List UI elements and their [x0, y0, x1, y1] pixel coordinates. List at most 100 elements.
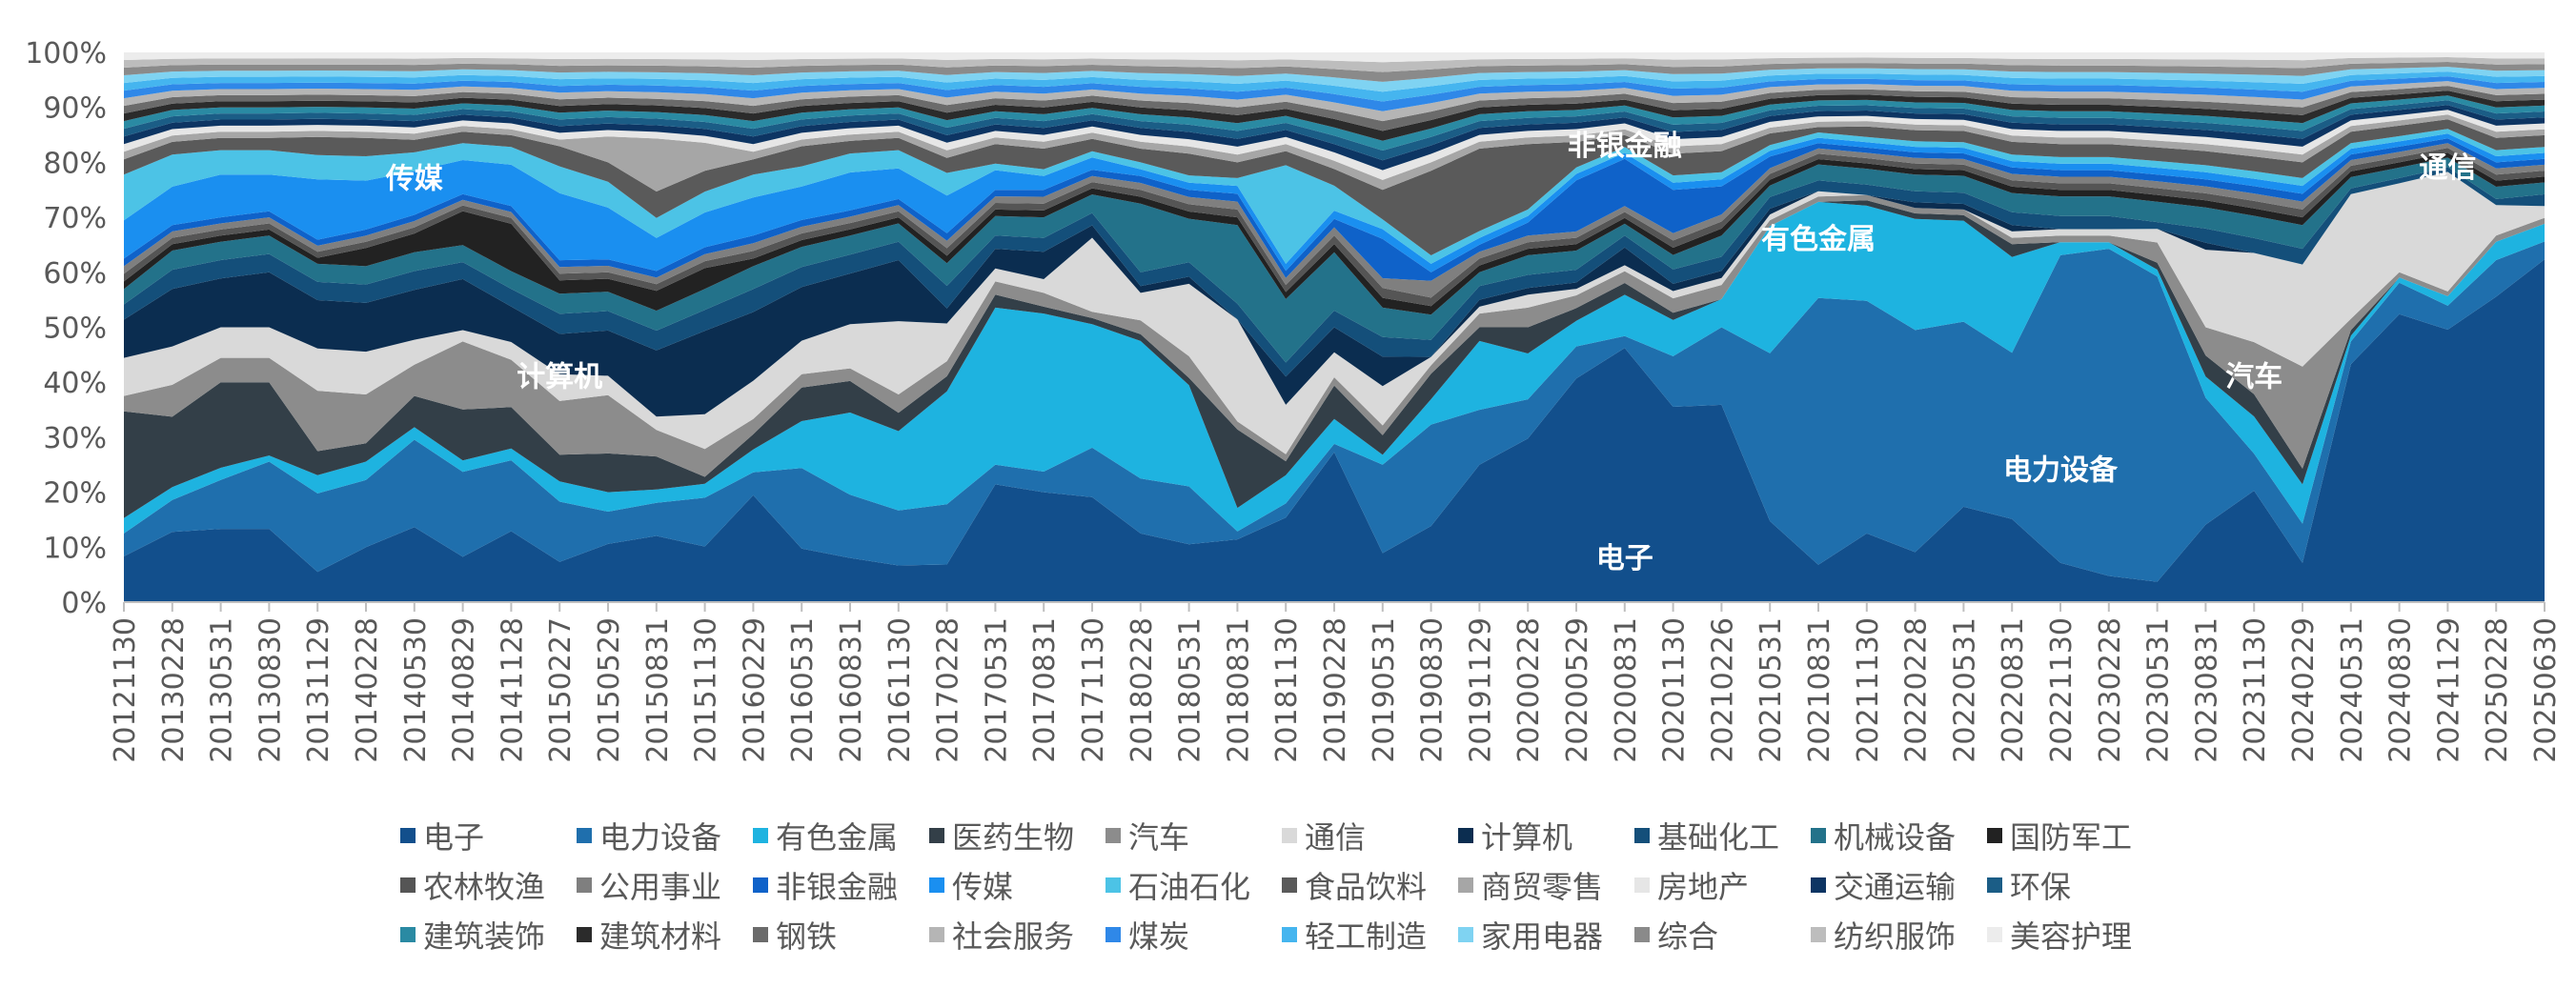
legend-item: 非银金融	[753, 867, 929, 905]
area-series-1	[124, 241, 2545, 582]
legend-label: 纺织服饰	[1834, 918, 1957, 955]
x-tick-label: 20160531	[786, 617, 820, 763]
legend-item: 公用事业	[577, 867, 753, 905]
legend-swatch	[577, 877, 592, 893]
legend-label: 家用电器	[1481, 918, 1604, 955]
area-series-26	[124, 67, 2545, 92]
legend-swatch	[1282, 877, 1297, 893]
legend-item: 医药生物	[929, 817, 1105, 856]
legend-swatch	[929, 828, 944, 843]
legend-swatch	[753, 828, 768, 843]
legend-item: 电力设备	[577, 817, 753, 856]
legend-item: 传媒	[929, 867, 1105, 905]
legend-label: 公用事业	[599, 869, 722, 905]
x-tick-label: 20140530	[399, 617, 433, 763]
legend-swatch	[1987, 927, 2002, 942]
area-series-28	[124, 57, 2545, 72]
legend-swatch	[1282, 927, 1297, 942]
axes-group: 0% 10% 20% 30% 40% 50% 60% 70% 80% 90% 100% 2012113…	[25, 37, 2563, 763]
x-tick-label: 20121130	[109, 617, 142, 763]
x-tick-label: 20210226	[1706, 617, 1739, 763]
x-tick-label: 20180531	[1174, 617, 1207, 763]
x-tick-label: 20211130	[1852, 617, 1885, 763]
area-series-2	[124, 201, 2545, 534]
area-series-13	[124, 133, 2545, 272]
legend-item: 美容护理	[1987, 917, 2163, 955]
x-tick-label: 20170228	[932, 617, 965, 763]
legend-label: 美容护理	[2010, 918, 2133, 955]
x-tick-label: 20201130	[1658, 617, 1692, 763]
legend-label: 医药生物	[952, 819, 1075, 856]
x-tick-label: 20130830	[254, 617, 287, 763]
legend-label: 农林牧渔	[423, 869, 546, 905]
legend-label: 轻工制造	[1305, 918, 1428, 955]
area-annotation: 电子	[1596, 542, 1653, 575]
legend-item: 农林牧渔	[400, 867, 577, 905]
legend-swatch	[1105, 877, 1121, 893]
legend-label: 钢铁	[776, 918, 838, 955]
x-tick-label: 20190830	[1416, 617, 1450, 763]
x-tick-label: 20131129	[302, 617, 335, 763]
x-tick-label: 20230831	[2190, 617, 2223, 763]
area-annotation: 通信	[2419, 151, 2476, 185]
legend-swatch	[1282, 828, 1297, 843]
x-tick-label: 20171130	[1077, 617, 1110, 763]
legend: 电子 电力设备 有色金属 医药生物 汽车 通信 计算机 基础化工 机械设备 国防军工 农林牧渔 公用事…	[400, 817, 2306, 955]
x-tick-label: 20170831	[1028, 617, 1062, 763]
legend-swatch	[1458, 877, 1473, 893]
x-tick-label: 20150831	[641, 617, 675, 763]
x-tick-label: 20200228	[1512, 617, 1546, 763]
area-series-6	[124, 171, 2545, 417]
y-tick-label: 40%	[43, 367, 107, 400]
legend-label: 国防军工	[2010, 819, 2133, 856]
legend-item: 通信	[1282, 817, 1458, 856]
legend-item: 纺织服饰	[1811, 917, 1987, 955]
y-tick-label: 10%	[43, 532, 107, 565]
legend-label: 传媒	[952, 869, 1014, 905]
x-tick-label: 20191129	[1464, 617, 1497, 763]
y-tick-label: 20%	[43, 477, 107, 511]
legend-item: 社会服务	[929, 917, 1105, 955]
y-tick-label: 100%	[25, 37, 107, 71]
legend-swatch	[400, 927, 416, 942]
x-tick-label: 20150227	[544, 617, 578, 763]
legend-label: 建筑装饰	[423, 918, 546, 955]
area-series-14	[124, 129, 2545, 264]
y-tick-label: 60%	[43, 257, 107, 291]
legend-swatch	[929, 927, 944, 942]
area-annotation: 电力设备	[2003, 454, 2119, 488]
legend-swatch	[1458, 828, 1473, 843]
legend-item: 环保	[1987, 867, 2163, 905]
legend-item: 钢铁	[753, 917, 929, 955]
x-tick-label: 20220228	[1900, 617, 1934, 763]
area-series-12	[124, 138, 2545, 281]
legend-swatch	[1987, 877, 2002, 893]
x-tick-label: 20241129	[2432, 617, 2465, 763]
legend-label: 环保	[2010, 869, 2072, 905]
x-tick-label: 20210531	[1755, 617, 1788, 763]
x-tick-label: 20200831	[1610, 617, 1643, 763]
area-series-0	[124, 259, 2545, 602]
legend-label: 石油石化	[1128, 869, 1251, 905]
x-tick-label: 20141128	[496, 617, 529, 763]
legend-label: 通信	[1305, 819, 1367, 856]
legend-label: 食品饮料	[1305, 869, 1428, 905]
legend-item: 基础化工	[1634, 817, 1811, 856]
x-tick-label: 20250228	[2481, 617, 2514, 763]
legend-item: 汽车	[1105, 817, 1282, 856]
x-tick-label: 20130531	[206, 617, 239, 763]
legend-item: 电子	[400, 817, 577, 856]
y-tick-label: 90%	[43, 92, 107, 126]
legend-swatch	[929, 877, 944, 893]
x-tick-label: 20161130	[883, 617, 917, 763]
x-tick-label: 20130228	[157, 617, 191, 763]
x-tick-label: 20240229	[2287, 617, 2321, 763]
x-tick-label: 20160831	[835, 617, 868, 763]
x-tick-label: 20231130	[2239, 617, 2272, 763]
x-tick-label: 20190531	[1368, 617, 1401, 763]
area-series-29	[124, 52, 2545, 63]
legend-swatch	[753, 877, 768, 893]
area-series-25	[124, 71, 2545, 102]
legend-label: 商贸零售	[1481, 869, 1604, 905]
